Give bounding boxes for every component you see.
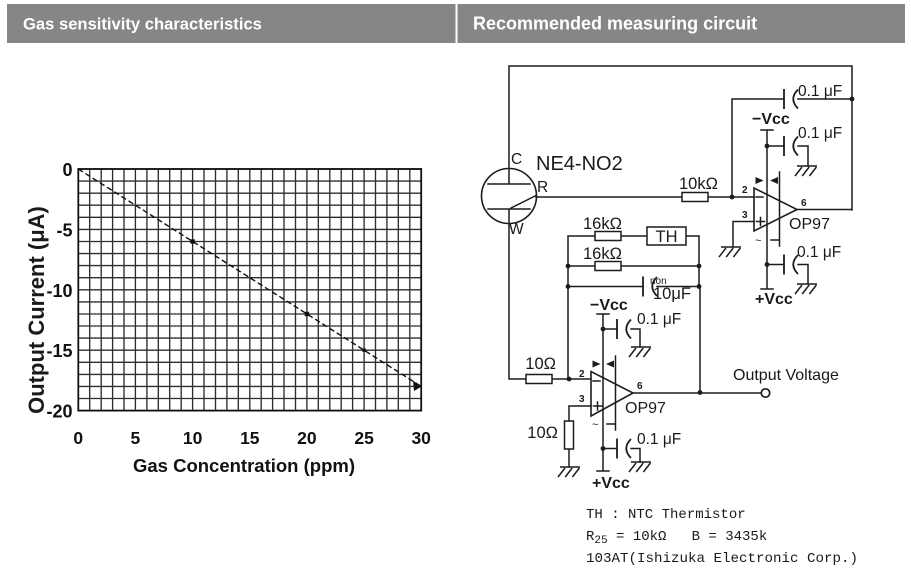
svg-text:3: 3 bbox=[579, 394, 585, 405]
svg-text:103AT(Ishizuka Electronic Corp: 103AT(Ishizuka Electronic Corp.) bbox=[586, 551, 858, 567]
svg-text:-10: -10 bbox=[46, 281, 72, 301]
svg-text:R25 = 10kΩ B = 3435k: R25 = 10kΩ B = 3435k bbox=[586, 529, 767, 547]
svg-text:6: 6 bbox=[637, 381, 643, 392]
svg-text:Output Voltage: Output Voltage bbox=[733, 367, 839, 384]
svg-text:0.1 μF: 0.1 μF bbox=[797, 244, 841, 261]
svg-text:10Ω: 10Ω bbox=[527, 424, 558, 442]
svg-text:0.1 μF: 0.1 μF bbox=[798, 125, 842, 142]
svg-text:~: ~ bbox=[755, 235, 761, 247]
svg-text:3: 3 bbox=[742, 210, 748, 221]
svg-text:2: 2 bbox=[579, 369, 585, 380]
svg-text:10kΩ: 10kΩ bbox=[679, 175, 718, 193]
svg-text:OP97: OP97 bbox=[789, 216, 830, 233]
svg-text:Gas sensitivity characteristic: Gas sensitivity characteristics bbox=[23, 15, 262, 34]
svg-text:C: C bbox=[511, 151, 522, 168]
svg-text:+Vcc: +Vcc bbox=[755, 291, 793, 308]
svg-text:25: 25 bbox=[354, 428, 374, 448]
svg-text:10μF: 10μF bbox=[653, 285, 691, 303]
svg-text:20: 20 bbox=[297, 428, 317, 448]
svg-text:0: 0 bbox=[62, 160, 72, 180]
svg-text:6: 6 bbox=[801, 198, 807, 209]
svg-text:5: 5 bbox=[131, 428, 141, 448]
svg-text:15: 15 bbox=[240, 428, 260, 448]
svg-text:0.1 μF: 0.1 μF bbox=[637, 311, 681, 328]
svg-text:Recommended measuring circuit: Recommended measuring circuit bbox=[473, 14, 757, 34]
svg-text:0.1 μF: 0.1 μF bbox=[637, 431, 681, 448]
svg-text:TH : NTC Thermistor: TH : NTC Thermistor bbox=[586, 507, 746, 523]
svg-text:OP97: OP97 bbox=[625, 400, 666, 417]
svg-text:−Vcc: −Vcc bbox=[590, 297, 628, 314]
svg-text:-15: -15 bbox=[46, 341, 72, 361]
svg-text:Output Current (μA): Output Current (μA) bbox=[24, 206, 49, 414]
svg-text:R: R bbox=[537, 179, 548, 196]
svg-text:0: 0 bbox=[73, 428, 83, 448]
svg-text:TH: TH bbox=[656, 228, 678, 246]
svg-text:10Ω: 10Ω bbox=[525, 355, 556, 373]
svg-text:30: 30 bbox=[411, 428, 431, 448]
svg-text:-20: -20 bbox=[46, 402, 72, 422]
svg-text:-5: -5 bbox=[56, 220, 72, 240]
svg-text:Gas Concentration (ppm): Gas Concentration (ppm) bbox=[133, 455, 355, 476]
svg-text:NE4-NO2: NE4-NO2 bbox=[536, 153, 623, 175]
svg-text:W: W bbox=[509, 221, 524, 238]
svg-text:+Vcc: +Vcc bbox=[592, 475, 630, 492]
svg-text:non: non bbox=[650, 276, 667, 287]
svg-text:16kΩ: 16kΩ bbox=[583, 215, 622, 233]
svg-text:~: ~ bbox=[592, 419, 598, 431]
svg-text:0.1 μF: 0.1 μF bbox=[798, 83, 842, 100]
svg-text:−Vcc: −Vcc bbox=[752, 111, 790, 128]
svg-text:10: 10 bbox=[183, 428, 203, 448]
svg-text:16kΩ: 16kΩ bbox=[583, 245, 622, 263]
svg-text:2: 2 bbox=[742, 185, 748, 196]
